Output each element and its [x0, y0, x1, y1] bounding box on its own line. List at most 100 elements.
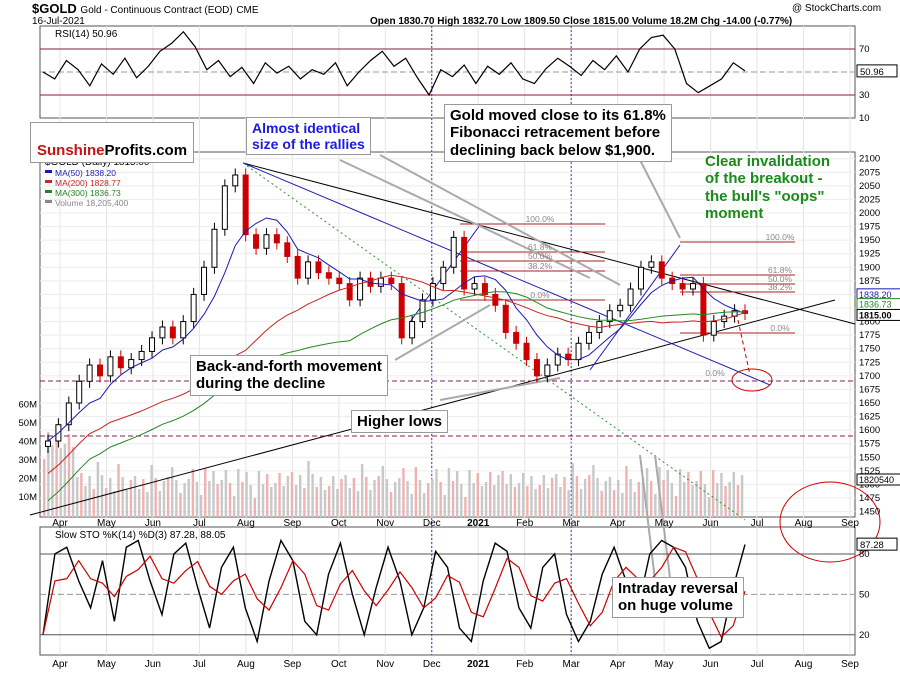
- candle: [242, 174, 249, 236]
- volume-bar: [410, 494, 413, 517]
- volume-bar: [555, 474, 558, 517]
- volume-bar: [282, 486, 285, 517]
- price-title: $GOLD (Daily) 1815.00: [45, 157, 150, 168]
- volume-bar: [129, 480, 133, 517]
- fib-label-right: 50.0%: [768, 274, 793, 284]
- volume-bar: [625, 466, 628, 517]
- volume-bar: [80, 473, 83, 517]
- x-tick-label: Nov: [376, 518, 394, 529]
- candle: [658, 261, 665, 279]
- y-tick-label: 1875: [859, 276, 880, 287]
- callout-pointer: [379, 154, 621, 286]
- volume-bar: [109, 478, 112, 517]
- volume-bar: [389, 492, 393, 517]
- volume-bar: [228, 483, 232, 517]
- candle: [398, 283, 405, 339]
- x-tick-label: Nov: [376, 659, 394, 670]
- volume-bar: [575, 476, 579, 517]
- volume-bar: [142, 479, 145, 517]
- volume-bar: [464, 497, 467, 517]
- callout-pointer: [639, 159, 681, 239]
- volume-bar: [319, 477, 323, 517]
- candle: [440, 266, 447, 285]
- volume-bar: [707, 497, 711, 517]
- candle: [513, 331, 520, 344]
- volume-bar: [468, 470, 471, 517]
- volume-bar: [245, 472, 248, 517]
- x-tick-label: Jun: [703, 518, 719, 529]
- candle: [429, 283, 436, 301]
- fib-label-right: 0.0%: [770, 323, 790, 333]
- axes: Apr Apr May May Jun Jun Jul Jul Aug Aug Sep Sep Oct O…: [19, 44, 900, 670]
- price-tag-label: 1820540: [859, 475, 894, 485]
- volume-bar: [113, 491, 116, 517]
- volume-bar: [435, 469, 438, 517]
- volume-bars: [43, 432, 744, 517]
- candle: [492, 293, 499, 306]
- candle: [627, 288, 634, 306]
- y-tick-label: 1700: [859, 371, 880, 382]
- candle: [679, 283, 686, 290]
- volume-bar: [633, 492, 636, 517]
- candle: [253, 234, 260, 249]
- y-tick-label: 1475: [859, 493, 880, 504]
- header-date: 16-Jul-2021: [32, 16, 85, 27]
- x-tick-label: Aug: [237, 518, 255, 529]
- candle: [689, 283, 696, 290]
- volume-bar: [695, 481, 698, 517]
- volume-bar: [232, 496, 236, 517]
- x-tick-label: Aug: [237, 659, 255, 670]
- candle: [481, 283, 488, 295]
- candle: [180, 321, 187, 339]
- x-tick-label: 2021: [467, 659, 490, 670]
- candle: [523, 342, 530, 361]
- legend-swatch: [45, 200, 52, 203]
- candle: [502, 304, 509, 333]
- volume-bar: [327, 486, 331, 517]
- volume-bar: [522, 473, 525, 517]
- candle: [450, 236, 457, 268]
- volume-bar: [179, 493, 182, 517]
- candle: [575, 342, 582, 361]
- volume-bar: [513, 487, 517, 517]
- volume-bar: [674, 496, 678, 517]
- volume-bar: [394, 482, 397, 517]
- volume-bar: [117, 464, 120, 517]
- volume-bar: [678, 469, 682, 517]
- candle: [117, 356, 124, 369]
- rsi-title: RSI(14) 50.96: [55, 29, 118, 40]
- volume-bar: [546, 488, 550, 517]
- y-tick-label: 1725: [859, 357, 880, 368]
- legend-entry: Volume 18,205,400: [55, 198, 129, 208]
- x-tick-label: Aug: [795, 518, 813, 529]
- exchange: CME: [236, 5, 259, 16]
- volume-bar: [460, 484, 463, 517]
- moving-average-line: [47, 217, 746, 442]
- x-tick-label: Apr: [52, 659, 68, 670]
- candle: [710, 321, 717, 336]
- candle: [648, 261, 655, 268]
- y-tick-label: 1450: [859, 507, 880, 518]
- x-tick-label: Mar: [563, 659, 581, 670]
- volume-bar: [352, 478, 356, 517]
- volume-bar: [559, 487, 562, 517]
- volume-bar: [484, 482, 488, 517]
- x-tick-label: Sep: [283, 659, 301, 670]
- candle: [461, 236, 468, 290]
- candle: [273, 234, 280, 244]
- stochastic-d-line: [42, 546, 746, 639]
- copyright: @ StockCharts.com: [792, 3, 882, 14]
- volume-bar: [608, 477, 612, 517]
- x-tick-label: Apr: [610, 518, 626, 529]
- volume-bar: [447, 468, 451, 517]
- volume-bar: [336, 489, 339, 517]
- volume-bar: [208, 481, 211, 517]
- candle: [232, 174, 239, 187]
- annotation-backforth: Back-and-forth movement during the decli…: [190, 355, 388, 396]
- volume-bar: [307, 461, 310, 517]
- price-tag-label: 1838.20: [859, 290, 892, 300]
- volume-bar: [212, 471, 215, 517]
- fib-label-left: 61.8%: [528, 242, 553, 252]
- volume-bar: [431, 479, 434, 517]
- volume-bar: [261, 484, 265, 517]
